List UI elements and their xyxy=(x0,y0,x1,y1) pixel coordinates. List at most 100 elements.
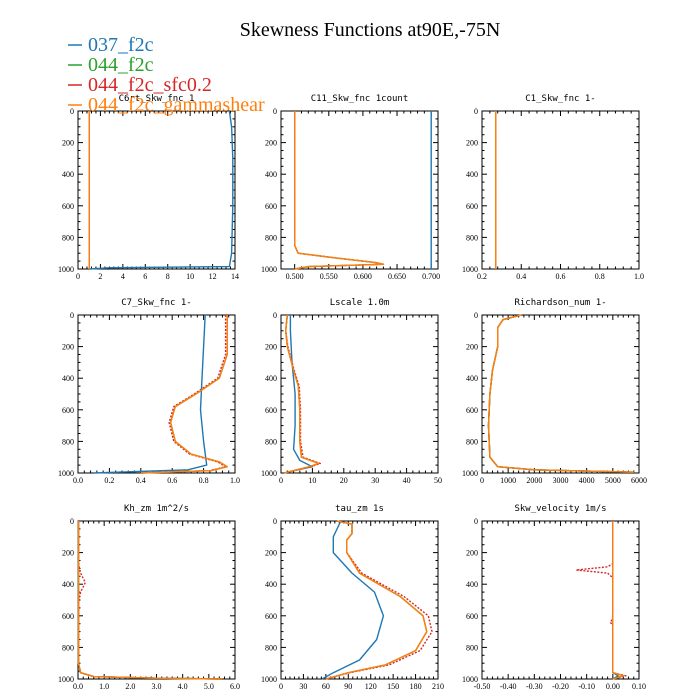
y-tick-label: 400 xyxy=(265,580,277,589)
y-tick-label: 0 xyxy=(273,517,277,526)
legend-label: 037_f2c xyxy=(88,34,154,56)
panel-title: Kh_zm 1m^2/s xyxy=(124,504,189,514)
panel: Lscale 1.0m 0 10 20 30 40 50 0 200 400 600 800 1000 xyxy=(261,298,442,485)
y-tick-label: 600 xyxy=(62,202,74,211)
x-tick-label: 0.6 xyxy=(556,272,566,281)
x-tick-label: 0.0 xyxy=(73,476,83,485)
panel: tau_zm 1s 0 30 60 90 120 150 180 210 0 200 400 600 80… xyxy=(261,504,444,691)
y-tick-label: 800 xyxy=(62,233,74,242)
panel-title: tau_zm 1s xyxy=(335,504,384,514)
y-tick-label: 200 xyxy=(265,343,277,352)
x-tick-label: 2.0 xyxy=(125,682,135,691)
series-line xyxy=(487,314,634,473)
panel: C6rt_Skw_fnc 1 0 2 4 6 8 10 12 14 0 200 400 600 800 10… xyxy=(58,94,239,281)
y-tick-label: 600 xyxy=(62,406,74,415)
y-tick-label: 600 xyxy=(265,406,277,415)
y-tick-label: 1000 xyxy=(462,469,478,478)
y-tick-label: 600 xyxy=(265,612,277,621)
series-line xyxy=(487,314,634,473)
series-line xyxy=(77,521,222,680)
x-tick-label: 60 xyxy=(322,682,330,691)
series-line xyxy=(325,520,428,680)
y-tick-label: 1000 xyxy=(261,469,277,478)
x-tick-label: 0.4 xyxy=(136,476,146,485)
y-tick-label: 600 xyxy=(466,612,478,621)
series-line xyxy=(325,520,428,680)
y-tick-label: 800 xyxy=(265,437,277,446)
series-line xyxy=(77,521,222,680)
x-tick-label: 0.0 xyxy=(73,682,83,691)
series-line xyxy=(321,520,385,680)
series-line xyxy=(487,314,634,473)
x-tick-label: 0 xyxy=(480,476,484,485)
panel-title: C11_Skw_fnc 1count xyxy=(311,94,409,104)
y-tick-label: 600 xyxy=(466,406,478,415)
x-tick-label: 90 xyxy=(344,682,352,691)
panel-title: C7_Skw_fnc 1- xyxy=(121,298,191,308)
x-tick-label: 4 xyxy=(121,272,125,281)
x-tick-label: 0.6 xyxy=(167,476,177,485)
x-tick-label: 12 xyxy=(209,272,217,281)
y-tick-label: 0 xyxy=(474,107,478,116)
series-line xyxy=(294,111,385,270)
x-tick-label: 0.550 xyxy=(320,272,338,281)
y-tick-label: 800 xyxy=(62,437,74,446)
y-tick-label: 400 xyxy=(62,374,74,383)
x-tick-label: 0.8 xyxy=(595,272,605,281)
y-tick-label: 0 xyxy=(474,517,478,526)
x-tick-label: 1.0 xyxy=(230,476,240,485)
panel: Richardson_num 1-0 1000 2000 3000 4000 5000 60… xyxy=(462,298,647,485)
legend-label: 044_f2c_gammashear xyxy=(88,94,265,116)
y-tick-label: 200 xyxy=(466,139,478,148)
panel-title: C1_Skw_fnc 1- xyxy=(525,94,595,104)
y-tick-label: 1000 xyxy=(261,675,277,684)
x-tick-label: 0.10 xyxy=(632,682,646,691)
x-tick-label: 0 xyxy=(279,476,283,485)
x-tick-label: 50 xyxy=(434,476,442,485)
series-line xyxy=(294,111,385,270)
y-tick-label: 800 xyxy=(466,643,478,652)
legend-label: 044_f2c_sfc0.2 xyxy=(88,74,212,96)
series-line xyxy=(89,110,234,270)
series-line xyxy=(140,315,228,474)
plot-frame xyxy=(77,520,236,680)
x-tick-label: 1.0 xyxy=(99,682,109,691)
x-tick-label: 0.700 xyxy=(422,272,440,281)
x-tick-label: 2000 xyxy=(526,476,542,485)
panel-title: Lscale 1.0m xyxy=(330,298,390,308)
y-tick-label: 1000 xyxy=(462,675,478,684)
x-tick-label: 1.0 xyxy=(634,272,644,281)
y-tick-label: 200 xyxy=(62,139,74,148)
y-tick-label: 1000 xyxy=(462,265,478,274)
x-tick-label: 10 xyxy=(186,272,194,281)
x-tick-label: 0.650 xyxy=(388,272,406,281)
y-tick-label: 400 xyxy=(62,170,74,179)
y-tick-label: 0 xyxy=(70,107,74,116)
x-tick-label: 0.00 xyxy=(606,682,620,691)
x-tick-label: 6000 xyxy=(631,476,647,485)
y-tick-label: 800 xyxy=(62,643,74,652)
x-tick-label: 6 xyxy=(143,272,147,281)
x-tick-label: 2 xyxy=(98,272,102,281)
y-tick-label: 400 xyxy=(265,374,277,383)
x-tick-label: 0.8 xyxy=(199,476,209,485)
series-line xyxy=(140,315,227,474)
x-tick-label: 4.0 xyxy=(178,682,188,691)
x-tick-label: 6.0 xyxy=(230,682,240,691)
x-tick-label: 180 xyxy=(410,682,422,691)
y-tick-label: 400 xyxy=(466,170,478,179)
series-line xyxy=(283,314,320,474)
y-tick-label: 800 xyxy=(265,233,277,242)
series-line xyxy=(612,521,619,680)
series-line xyxy=(283,314,320,474)
legend-label: 044_f2c xyxy=(88,54,154,76)
y-tick-label: 400 xyxy=(62,580,74,589)
x-tick-label: 0.2 xyxy=(104,476,114,485)
x-tick-label: -0.20 xyxy=(552,682,569,691)
x-tick-label: 8 xyxy=(166,272,170,281)
y-tick-label: 0 xyxy=(474,311,478,320)
x-tick-label: 210 xyxy=(432,682,444,691)
y-tick-label: 0 xyxy=(273,311,277,320)
plot-frame xyxy=(77,110,236,270)
